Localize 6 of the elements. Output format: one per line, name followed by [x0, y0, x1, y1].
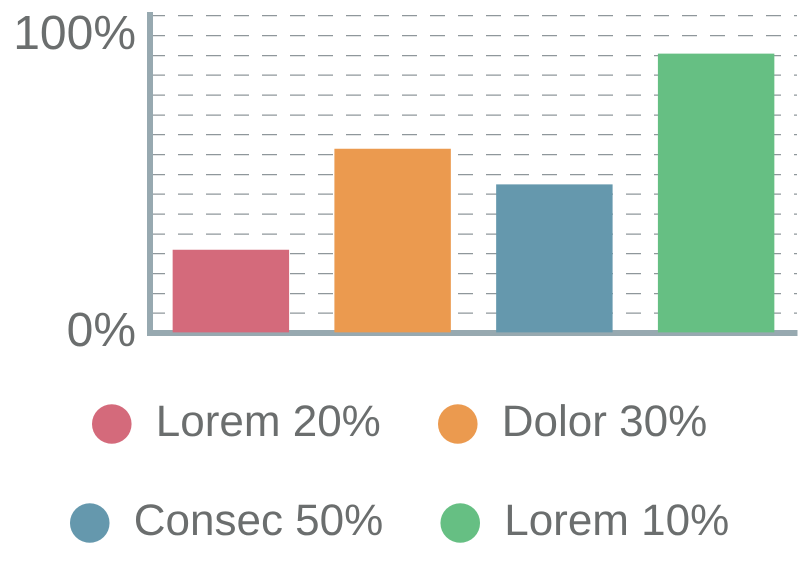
- legend-label: Lorem 20%: [156, 397, 381, 446]
- legend-label: Lorem 10%: [504, 496, 730, 546]
- legend-label: Consec 50%: [134, 496, 384, 546]
- y-tick-label: 100%: [13, 7, 136, 60]
- legend-label: Dolor 30%: [502, 397, 708, 446]
- y-tick-label: 0%: [66, 304, 136, 358]
